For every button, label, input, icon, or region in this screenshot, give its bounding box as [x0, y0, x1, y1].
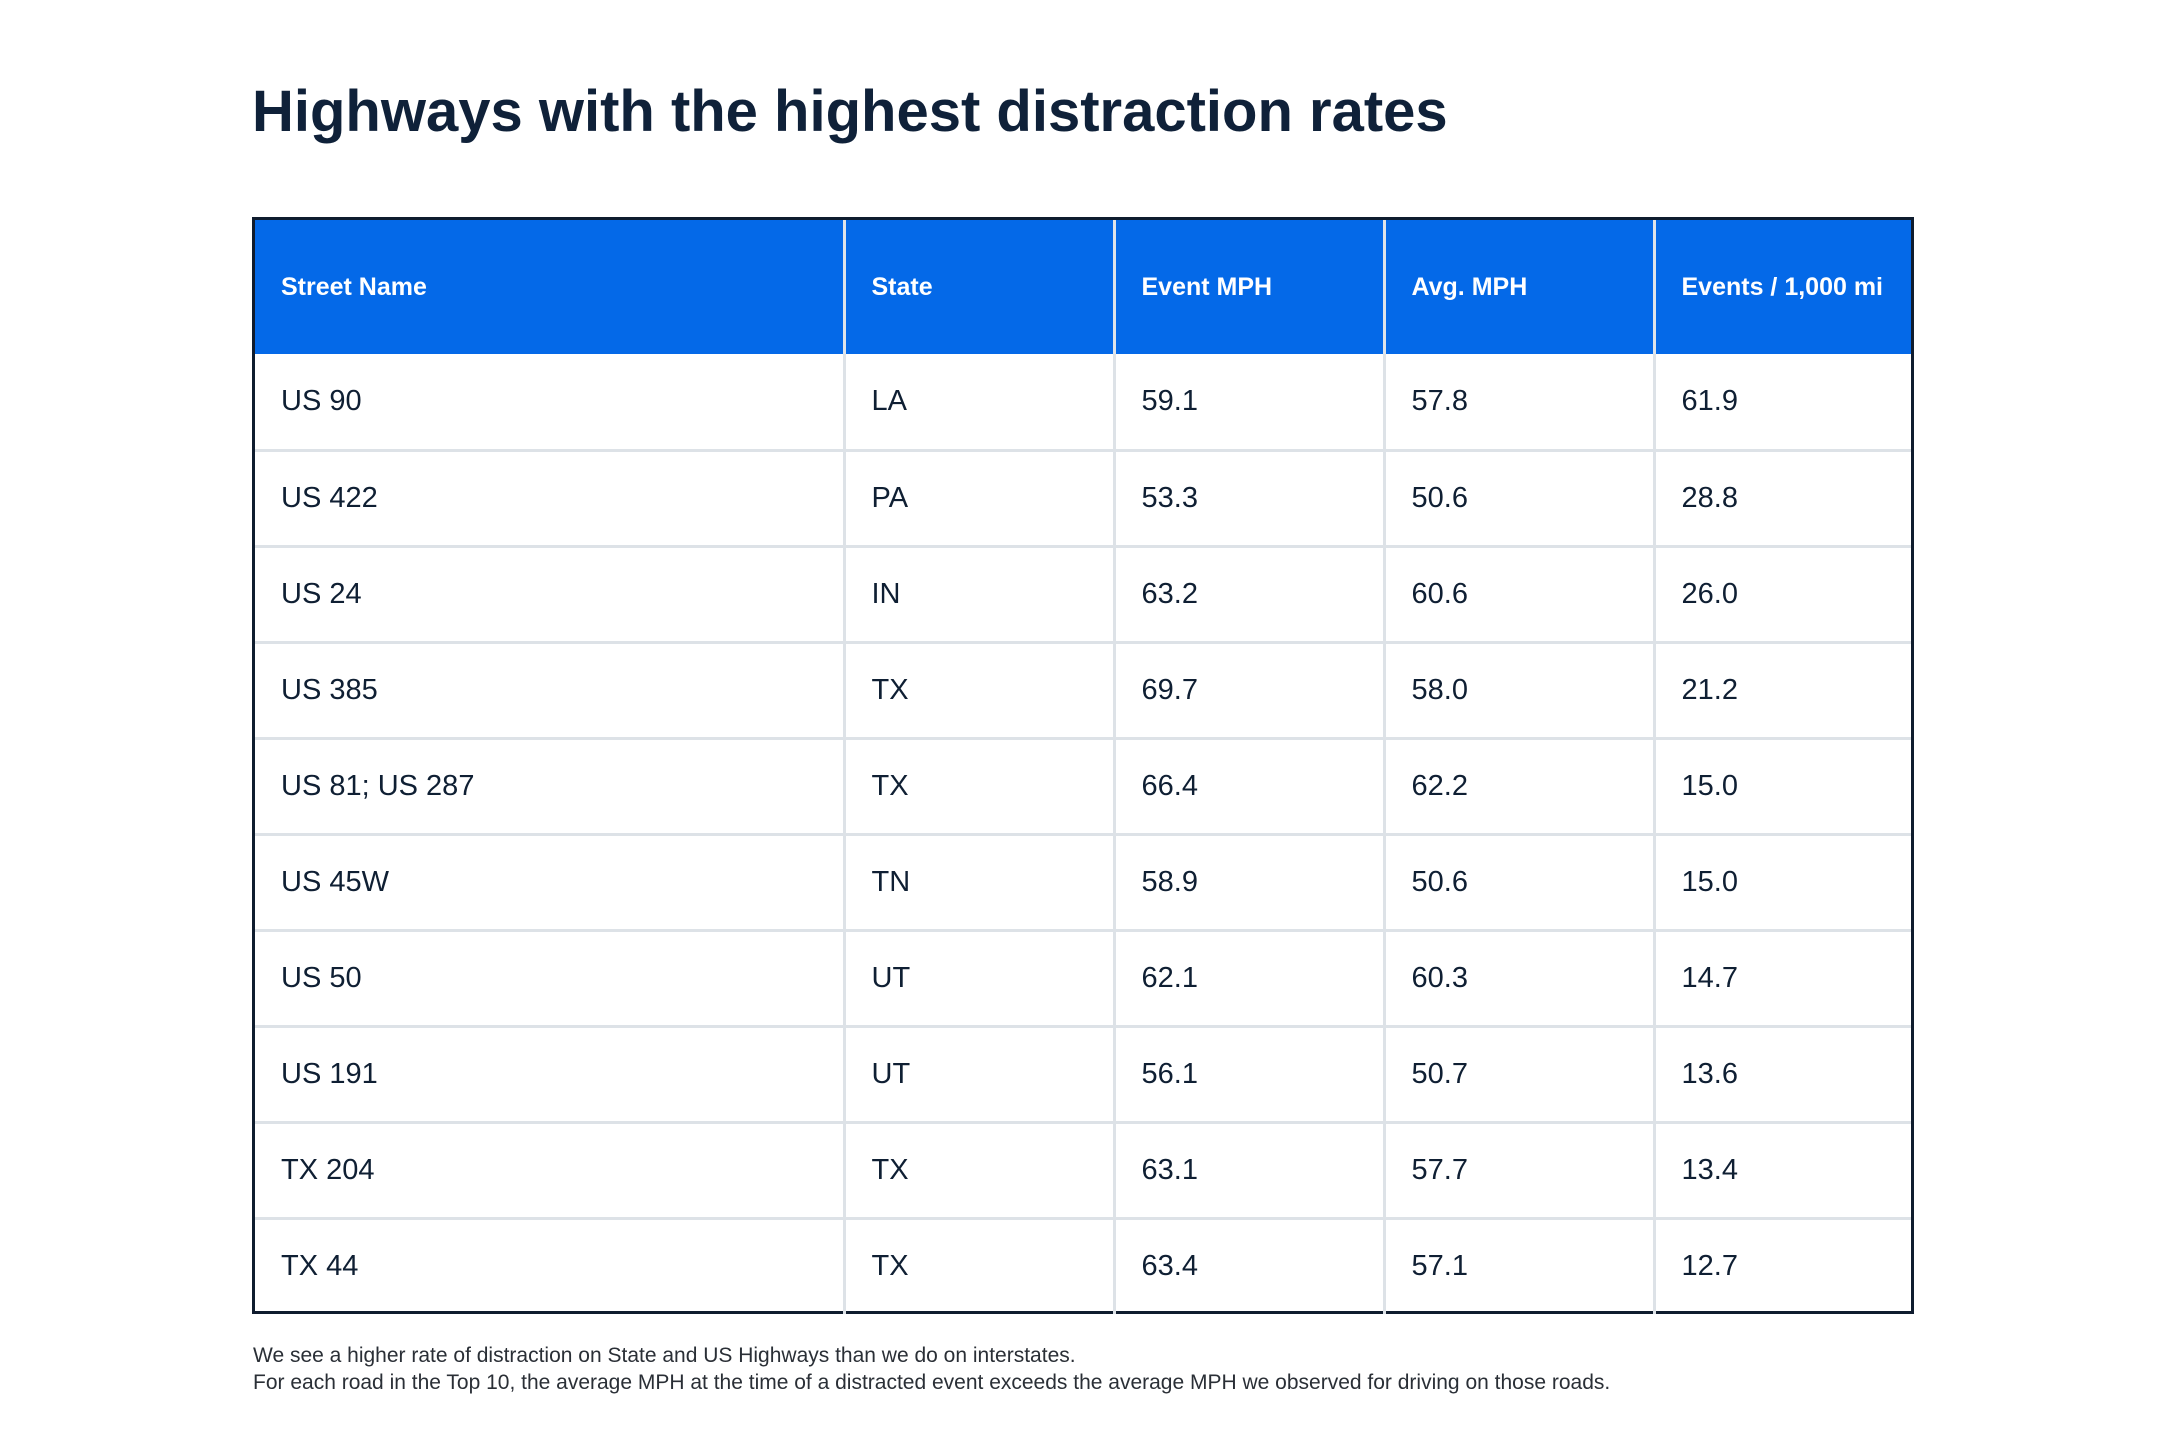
cell-street-name: US 50: [255, 928, 844, 1026]
cell-avg-mph: 58.0: [1382, 640, 1654, 738]
cell-avg-mph: 60.6: [1382, 544, 1654, 642]
column-header-street-name: Street Name: [281, 272, 427, 301]
cell-state: TX: [842, 1120, 1114, 1218]
cell-avg-mph: 62.2: [1382, 736, 1654, 834]
column-header-events-per-1000-mi: Events / 1,000 mi: [1652, 220, 1911, 354]
cell-state: UT: [842, 1024, 1114, 1122]
table-row: US 81; US 287 TX 66.4 62.2 15.0: [255, 736, 1911, 834]
cell-events-per-1000-mi: 28.8: [1652, 448, 1911, 546]
cell-event-mph: 66.4: [1112, 736, 1384, 834]
data-table: Street Name State Event MPH Avg. MPH Eve…: [255, 220, 1911, 1314]
cell-avg-mph: 57.7: [1382, 1120, 1654, 1218]
footnote: We see a higher rate of distraction on S…: [253, 1342, 1610, 1396]
cell-event-mph: 59.1: [1112, 354, 1384, 450]
cell-street-name: US 385: [255, 640, 844, 738]
cell-event-mph: 63.1: [1112, 1120, 1384, 1218]
cell-avg-mph: 50.6: [1382, 448, 1654, 546]
cell-state: TN: [842, 832, 1114, 930]
cell-street-name: TX 44: [255, 1216, 844, 1314]
column-header-event-mph: Event MPH: [1112, 220, 1384, 354]
cell-street-name: US 90: [281, 384, 362, 417]
table-row: US 45W TN 58.9 50.6 15.0: [255, 832, 1911, 930]
cell-events-per-1000-mi: 15.0: [1652, 736, 1911, 834]
cell-street-name: TX 204: [255, 1120, 844, 1218]
column-header-avg-mph: Avg. MPH: [1382, 220, 1654, 354]
cell-events-per-1000-mi: 13.6: [1652, 1024, 1911, 1122]
table-row: US 24 IN 63.2 60.6 26.0: [255, 544, 1911, 642]
cell-state: PA: [842, 448, 1114, 546]
column-header-state: State: [842, 220, 1114, 354]
chart-title: Highways with the highest distraction ra…: [252, 79, 1448, 144]
table-row: US 385 TX 69.7 58.0 21.2: [255, 640, 1911, 738]
cell-events-per-1000-mi: 61.9: [1652, 354, 1911, 450]
table-header-row: Street Name State Event MPH Avg. MPH Eve…: [255, 220, 1911, 354]
cell-avg-mph: 57.1: [1382, 1216, 1654, 1314]
table-row: US 191 UT 56.1 50.7 13.6: [255, 1024, 1911, 1122]
cell-street-name: US 81; US 287: [255, 736, 844, 834]
cell-events-per-1000-mi: 14.7: [1652, 928, 1911, 1026]
cell-street-name: US 45W: [255, 832, 844, 930]
table-row: US 90 LA 59.1 57.8 61.9: [255, 354, 1911, 450]
table-row: TX 204 TX 63.1 57.7 13.4: [255, 1120, 1911, 1218]
cell-street-name: US 24: [255, 544, 844, 642]
cell-avg-mph: 60.3: [1382, 928, 1654, 1026]
cell-state: IN: [842, 544, 1114, 642]
cell-avg-mph: 57.8: [1382, 354, 1654, 450]
cell-events-per-1000-mi: 26.0: [1652, 544, 1911, 642]
cell-event-mph: 69.7: [1112, 640, 1384, 738]
table-row: US 422 PA 53.3 50.6 28.8: [255, 448, 1911, 546]
cell-event-mph: 63.2: [1112, 544, 1384, 642]
cell-avg-mph: 50.7: [1382, 1024, 1654, 1122]
cell-event-mph: 58.9: [1112, 832, 1384, 930]
cell-state: TX: [842, 640, 1114, 738]
cell-state: LA: [842, 354, 1114, 450]
footnote-line: We see a higher rate of distraction on S…: [253, 1344, 1076, 1367]
cell-events-per-1000-mi: 12.7: [1652, 1216, 1911, 1314]
cell-event-mph: 56.1: [1112, 1024, 1384, 1122]
data-table-container: Street Name State Event MPH Avg. MPH Eve…: [252, 217, 1914, 1314]
cell-avg-mph: 50.6: [1382, 832, 1654, 930]
cell-event-mph: 62.1: [1112, 928, 1384, 1026]
cell-state: TX: [842, 736, 1114, 834]
cell-event-mph: 63.4: [1112, 1216, 1384, 1314]
cell-event-mph: 53.3: [1112, 448, 1384, 546]
cell-street-name: US 422: [255, 448, 844, 546]
footnote-line: For each road in the Top 10, the average…: [253, 1371, 1611, 1394]
cell-street-name: US 191: [255, 1024, 844, 1122]
table-body: US 90 LA 59.1 57.8 61.9 US 422 PA 53.3 50.6 28.8 U…: [255, 354, 1911, 1314]
cell-events-per-1000-mi: 21.2: [1652, 640, 1911, 738]
table-row: TX 44 TX 63.4 57.1 12.7: [255, 1216, 1911, 1314]
table-row: US 50 UT 62.1 60.3 14.7: [255, 928, 1911, 1026]
cell-state: UT: [842, 928, 1114, 1026]
cell-events-per-1000-mi: 15.0: [1652, 832, 1911, 930]
cell-events-per-1000-mi: 13.4: [1652, 1120, 1911, 1218]
cell-state: TX: [842, 1216, 1114, 1314]
